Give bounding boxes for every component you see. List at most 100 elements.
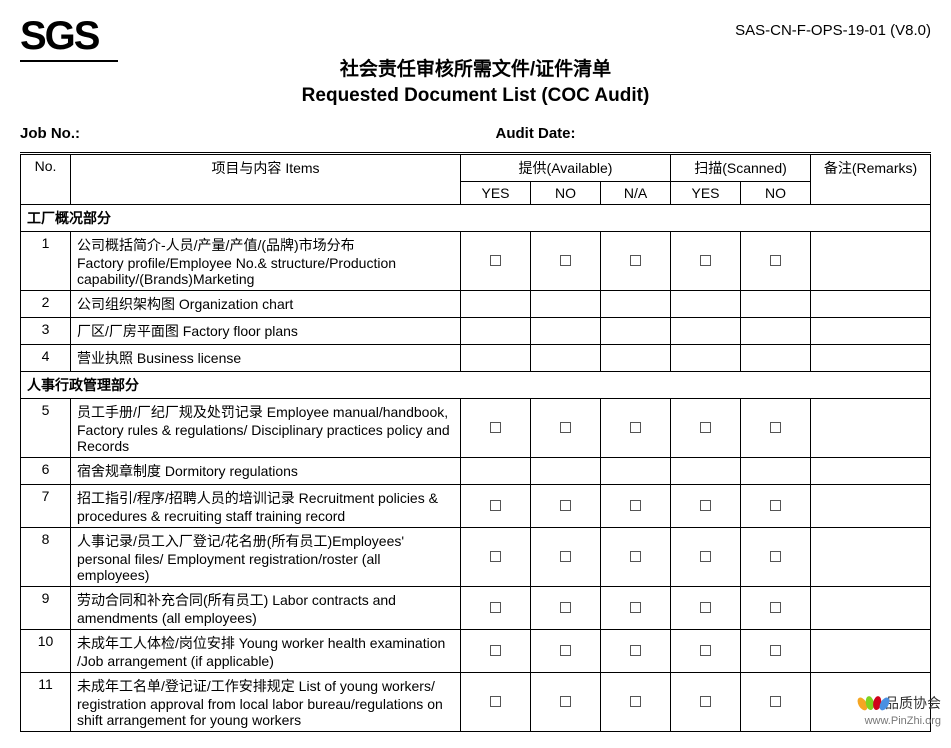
checkbox-icon[interactable]: [560, 602, 571, 613]
checkbox-cell[interactable]: [531, 587, 601, 630]
checkbox-icon[interactable]: [630, 551, 641, 562]
checkbox-cell[interactable]: [671, 399, 741, 458]
checkbox-cell[interactable]: [531, 673, 601, 732]
checkbox-cell[interactable]: [461, 485, 531, 528]
checkbox-cell[interactable]: [601, 630, 671, 673]
checkbox-icon[interactable]: [490, 645, 501, 656]
checkbox-cell[interactable]: [671, 630, 741, 673]
checkbox-icon[interactable]: [630, 255, 641, 266]
checkbox-cell[interactable]: [741, 458, 811, 485]
checkbox-icon[interactable]: [630, 422, 641, 433]
checkbox-cell[interactable]: [461, 458, 531, 485]
checkbox-cell[interactable]: [531, 399, 601, 458]
checkbox-cell[interactable]: [741, 630, 811, 673]
checkbox-icon[interactable]: [490, 602, 501, 613]
th-avail-yes: YES: [461, 182, 531, 205]
checkbox-icon[interactable]: [700, 602, 711, 613]
checkbox-cell[interactable]: [671, 291, 741, 318]
checkbox-cell[interactable]: [671, 528, 741, 587]
checkbox-icon[interactable]: [560, 422, 571, 433]
checkbox-cell[interactable]: [741, 291, 811, 318]
checkbox-cell[interactable]: [461, 232, 531, 291]
checkbox-icon[interactable]: [700, 696, 711, 707]
checkbox-cell[interactable]: [601, 318, 671, 345]
checkbox-icon[interactable]: [630, 696, 641, 707]
checkbox-icon[interactable]: [490, 500, 501, 511]
checkbox-icon[interactable]: [630, 602, 641, 613]
checkbox-icon[interactable]: [490, 255, 501, 266]
checkbox-cell[interactable]: [531, 528, 601, 587]
checkbox-cell[interactable]: [671, 485, 741, 528]
row-no: 9: [21, 587, 71, 630]
checkbox-cell[interactable]: [461, 399, 531, 458]
checkbox-cell[interactable]: [461, 630, 531, 673]
checkbox-icon[interactable]: [560, 255, 571, 266]
checkbox-cell[interactable]: [461, 318, 531, 345]
checkbox-icon[interactable]: [770, 255, 781, 266]
row-remarks: [811, 528, 931, 587]
checkbox-cell[interactable]: [601, 232, 671, 291]
checkbox-cell[interactable]: [741, 399, 811, 458]
checkbox-icon[interactable]: [560, 551, 571, 562]
checkbox-cell[interactable]: [741, 232, 811, 291]
table-row: 10未成年工人体检/岗位安排 Young worker health exami…: [21, 630, 931, 673]
checkbox-cell[interactable]: [741, 528, 811, 587]
checkbox-icon[interactable]: [770, 500, 781, 511]
checkbox-cell[interactable]: [461, 291, 531, 318]
checkbox-icon[interactable]: [630, 500, 641, 511]
checkbox-cell[interactable]: [601, 587, 671, 630]
checkbox-cell[interactable]: [671, 673, 741, 732]
checkbox-icon[interactable]: [700, 422, 711, 433]
th-available: 提供(Available): [461, 154, 671, 182]
checkbox-icon[interactable]: [560, 696, 571, 707]
checkbox-cell[interactable]: [531, 345, 601, 372]
checkbox-icon[interactable]: [770, 551, 781, 562]
checkbox-cell[interactable]: [601, 291, 671, 318]
checkbox-icon[interactable]: [700, 645, 711, 656]
th-no: No.: [21, 154, 71, 205]
checkbox-cell[interactable]: [741, 485, 811, 528]
checkbox-cell[interactable]: [531, 291, 601, 318]
row-no: 10: [21, 630, 71, 673]
checkbox-cell[interactable]: [741, 318, 811, 345]
checkbox-cell[interactable]: [601, 528, 671, 587]
checkbox-cell[interactable]: [601, 673, 671, 732]
checkbox-icon[interactable]: [630, 645, 641, 656]
checkbox-cell[interactable]: [461, 587, 531, 630]
checkbox-icon[interactable]: [770, 602, 781, 613]
checkbox-cell[interactable]: [741, 673, 811, 732]
checkbox-icon[interactable]: [770, 696, 781, 707]
checkbox-icon[interactable]: [770, 422, 781, 433]
checkbox-icon[interactable]: [700, 551, 711, 562]
checkbox-icon[interactable]: [490, 551, 501, 562]
checkbox-cell[interactable]: [461, 528, 531, 587]
checkbox-icon[interactable]: [490, 696, 501, 707]
checkbox-cell[interactable]: [461, 345, 531, 372]
checkbox-cell[interactable]: [601, 485, 671, 528]
checkbox-cell[interactable]: [671, 232, 741, 291]
checkbox-cell[interactable]: [601, 458, 671, 485]
checkbox-cell[interactable]: [741, 345, 811, 372]
checkbox-cell[interactable]: [741, 587, 811, 630]
checkbox-icon[interactable]: [490, 422, 501, 433]
checkbox-cell[interactable]: [671, 587, 741, 630]
checkbox-cell[interactable]: [531, 458, 601, 485]
checkbox-cell[interactable]: [601, 399, 671, 458]
row-no: 1: [21, 232, 71, 291]
checkbox-cell[interactable]: [531, 485, 601, 528]
checkbox-cell[interactable]: [531, 232, 601, 291]
row-item: 宿舍规章制度 Dormitory regulations: [71, 458, 461, 485]
checkbox-cell[interactable]: [531, 318, 601, 345]
checkbox-cell[interactable]: [601, 345, 671, 372]
checkbox-icon[interactable]: [770, 645, 781, 656]
checkbox-icon[interactable]: [700, 255, 711, 266]
checkbox-cell[interactable]: [671, 345, 741, 372]
checkbox-icon[interactable]: [560, 645, 571, 656]
checkbox-cell[interactable]: [531, 630, 601, 673]
checkbox-cell[interactable]: [671, 318, 741, 345]
checkbox-icon[interactable]: [700, 500, 711, 511]
th-items: 项目与内容 Items: [71, 154, 461, 205]
checkbox-cell[interactable]: [671, 458, 741, 485]
checkbox-cell[interactable]: [461, 673, 531, 732]
checkbox-icon[interactable]: [560, 500, 571, 511]
